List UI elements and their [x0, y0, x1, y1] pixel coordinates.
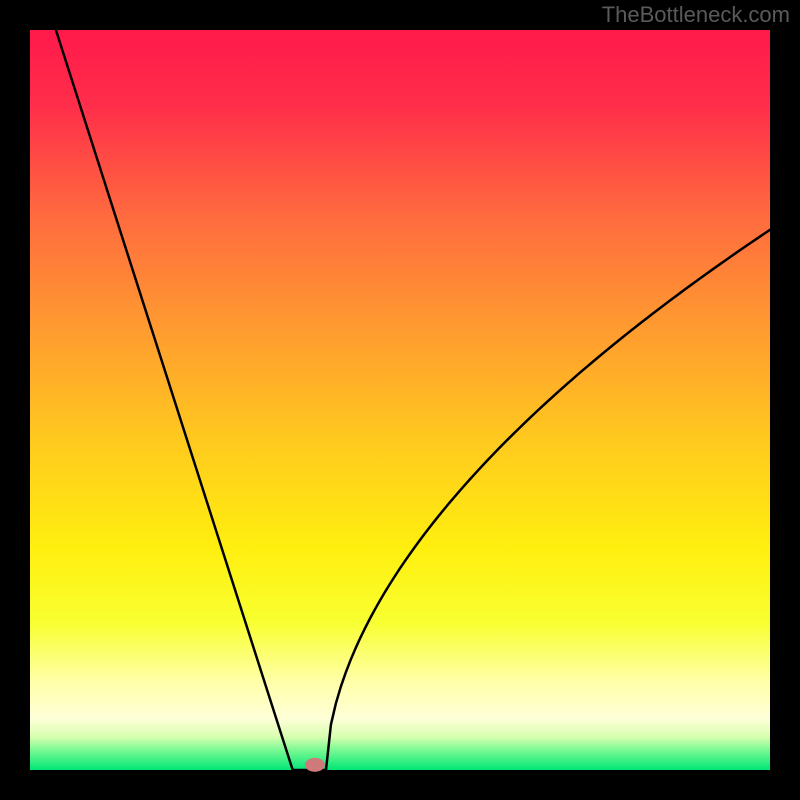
optimal-marker — [305, 758, 325, 772]
chart-container: TheBottleneck.com — [0, 0, 800, 800]
plot-area — [30, 30, 770, 770]
watermark-text: TheBottleneck.com — [602, 2, 790, 28]
bottleneck-chart-svg — [0, 0, 800, 800]
